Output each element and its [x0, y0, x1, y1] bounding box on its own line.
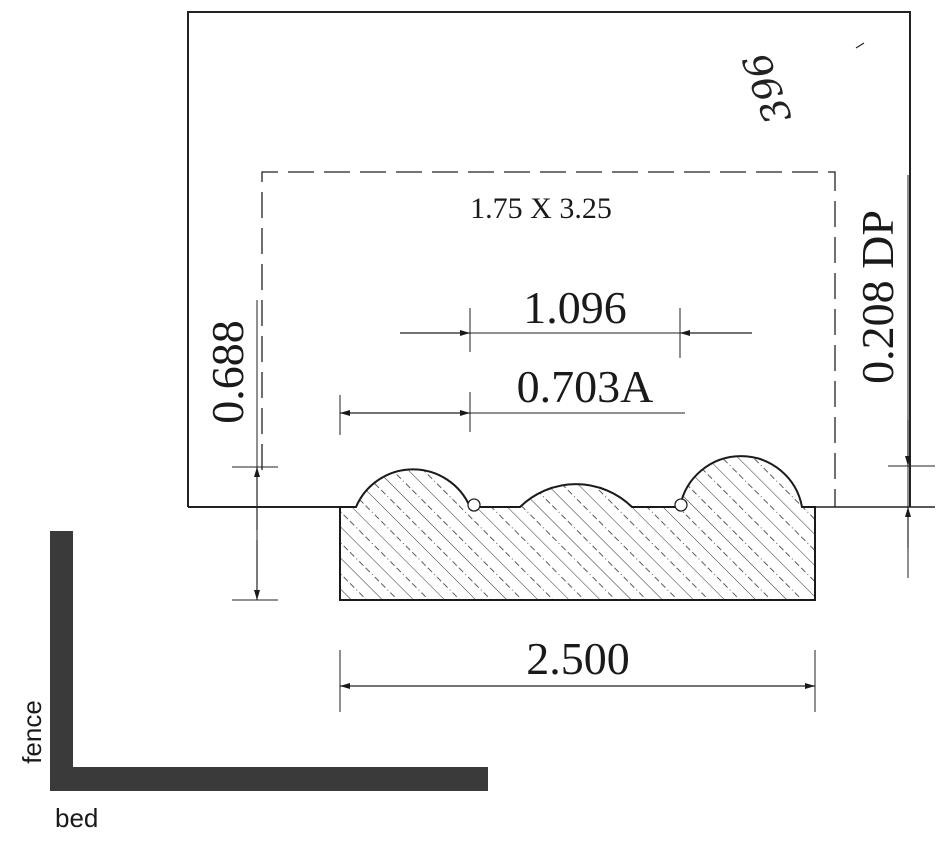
relief-circle-left — [467, 498, 481, 512]
fence-bar — [50, 531, 73, 791]
stock-outline-dashed — [261, 171, 836, 507]
bed-bar — [50, 767, 488, 791]
fence-label: fence — [17, 700, 47, 764]
molding-profile — [339, 455, 816, 601]
handwritten-tick — [855, 42, 865, 49]
bead-offset-label: 0.703A — [517, 361, 654, 412]
width-label: 2.500 — [526, 633, 630, 684]
depth-label: 0.208 DP — [852, 210, 903, 384]
stock-size-label: 1.75 X 3.25 — [470, 192, 612, 225]
relief-circle-right — [674, 498, 688, 512]
bed-label: bed — [55, 803, 98, 833]
bead-pitch-label: 1.096 — [523, 282, 627, 333]
handwritten-note: 396 — [734, 47, 800, 130]
cutter-block-outline — [187, 11, 911, 507]
height-label: 0.688 — [202, 320, 253, 424]
